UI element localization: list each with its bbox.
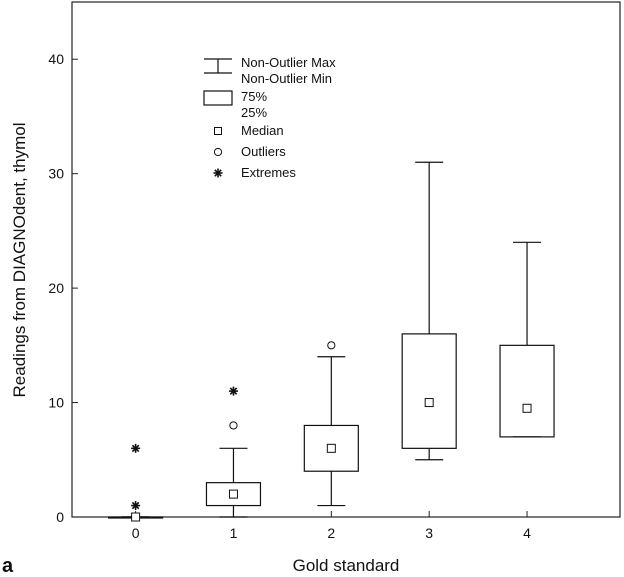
median-marker — [326, 443, 336, 453]
iqr-box — [499, 344, 555, 438]
legend-label: 25% — [241, 105, 267, 120]
legend-outlier-icon — [213, 147, 223, 157]
y-tick-label: 10 — [48, 395, 64, 411]
x-tick-label: 2 — [327, 525, 335, 541]
y-tick-label: 0 — [56, 509, 64, 525]
box-series — [108, 161, 555, 522]
box-group-1 — [205, 386, 262, 518]
iqr-box — [401, 333, 457, 449]
legend-label: Extremes — [241, 165, 296, 180]
x-axis-ticks: 0 1 2 3 4 — [132, 511, 531, 541]
x-tick-label: 4 — [523, 525, 531, 541]
x-axis-label: Gold standard — [293, 556, 400, 575]
x-tick-label: 3 — [425, 525, 433, 541]
outlier-marker — [229, 421, 238, 430]
iqr-box — [205, 482, 262, 507]
legend-item-square: Median — [214, 123, 284, 138]
outlier-marker — [327, 341, 336, 350]
median-marker — [228, 489, 238, 499]
box-group-3 — [401, 161, 457, 461]
x-tick-label: 0 — [132, 525, 140, 541]
y-axis-label: Readings from DIAGNOdent, thymol — [10, 123, 29, 398]
legend-extreme-icon — [213, 168, 223, 178]
extreme-marker — [228, 386, 238, 396]
plot-frame — [71, 1, 621, 518]
iqr-box — [303, 424, 359, 472]
median-marker — [424, 398, 434, 408]
box-group-2 — [303, 341, 359, 507]
median-marker — [522, 403, 532, 413]
y-tick-label: 20 — [48, 280, 64, 296]
legend-median-icon — [214, 127, 222, 135]
legend-box-icon — [203, 90, 233, 106]
legend-item-asterisk: Extremes — [213, 165, 296, 180]
y-tick-label: 40 — [48, 51, 64, 67]
box-group-4 — [499, 241, 555, 438]
legend-label: 75% — [241, 89, 267, 104]
extreme-marker — [131, 443, 141, 453]
extreme-marker — [131, 501, 141, 511]
legend-label: Non-Outlier Min — [241, 71, 332, 86]
legend-item-box: 75%25% — [203, 89, 267, 120]
legend-item-circle: Outliers — [213, 144, 286, 159]
y-tick-label: 30 — [48, 166, 64, 182]
legend-label: Median — [241, 123, 284, 138]
panel-label: a — [2, 555, 14, 577]
box-group-0 — [108, 443, 164, 522]
median-marker — [131, 512, 141, 522]
x-tick-label: 1 — [230, 525, 238, 541]
legend-label: Outliers — [241, 144, 286, 159]
legend-label: Non-Outlier Max — [241, 55, 336, 70]
y-axis-ticks: 0 10 20 30 40 — [48, 51, 78, 525]
